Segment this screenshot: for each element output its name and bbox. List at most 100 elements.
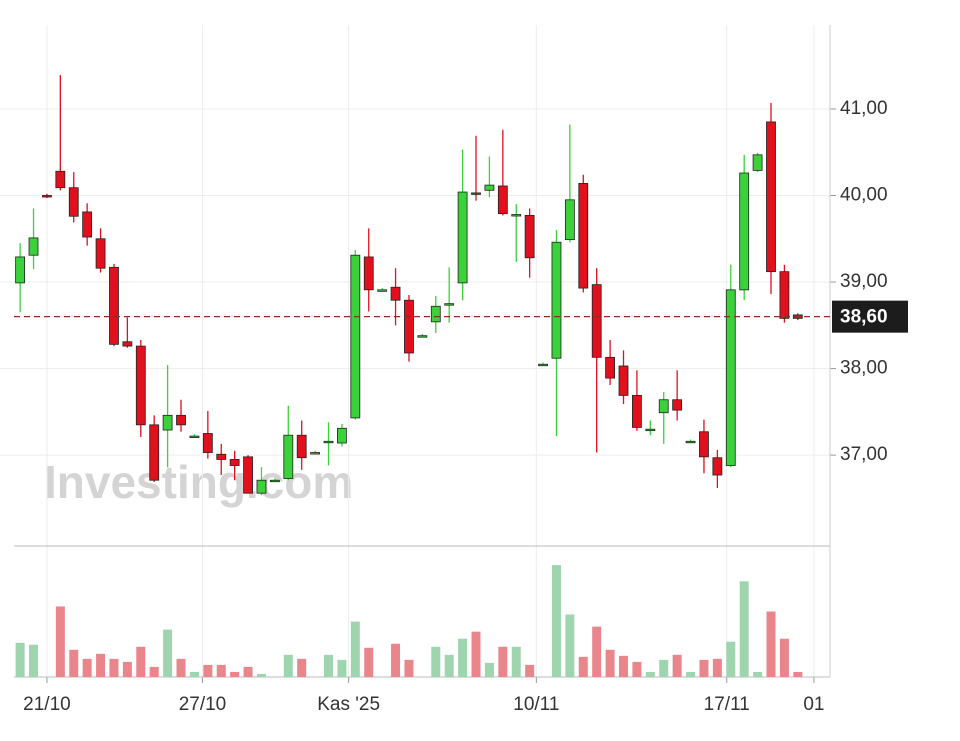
candle-body — [337, 427, 347, 444]
candle-body — [256, 479, 267, 494]
candle-body — [28, 237, 39, 256]
watermark: Investing.com — [44, 456, 353, 508]
candle-body — [229, 459, 240, 466]
x-tick-label: Kas '25 — [317, 694, 380, 715]
volume-bar — [458, 638, 468, 677]
volume-bar — [297, 658, 307, 677]
candle-body — [42, 195, 52, 198]
candle-body — [618, 365, 629, 396]
volume-bar — [404, 659, 414, 677]
volume-bar — [82, 658, 92, 677]
candle-body — [95, 238, 106, 269]
volume-bar — [551, 565, 561, 677]
y-tick-label: 37,00 — [840, 444, 888, 465]
y-tick-label: 38,00 — [840, 358, 888, 379]
candle-body — [122, 341, 133, 347]
volume-bar — [672, 654, 682, 677]
x-tick-label: 01 — [803, 694, 824, 715]
candle-body — [524, 214, 535, 259]
candle-body — [68, 187, 79, 217]
candle-body — [243, 456, 253, 494]
candle-body — [390, 286, 401, 301]
candle-body — [457, 191, 468, 284]
volume-bar — [122, 661, 132, 677]
candle-body — [363, 256, 374, 291]
candle-body — [471, 192, 481, 195]
candle-body — [202, 433, 213, 453]
candle-body — [605, 356, 615, 379]
candle-body — [149, 424, 160, 481]
y-tick-label: 39,00 — [840, 271, 888, 292]
volume-bar — [793, 671, 803, 677]
candle-body — [564, 199, 575, 241]
volume-bar — [256, 673, 266, 677]
candle-body — [685, 440, 696, 444]
y-tick-label: 40,00 — [840, 185, 888, 206]
candle-body — [430, 305, 441, 323]
candle-body — [216, 453, 227, 460]
candle-body — [135, 345, 146, 426]
volume-bar — [726, 641, 736, 677]
candle-body — [511, 214, 522, 217]
candle-body — [323, 440, 334, 444]
candle-body — [658, 399, 669, 414]
volume-bar — [96, 653, 106, 677]
volume-bar — [592, 626, 602, 677]
candle-body — [283, 434, 294, 479]
candle-body — [189, 435, 200, 438]
volume-bar — [176, 658, 186, 677]
candle-body — [55, 170, 66, 189]
volume-bar — [163, 629, 173, 677]
candle-body — [739, 172, 750, 291]
volume-bar — [230, 671, 240, 677]
candle-body — [779, 271, 790, 319]
volume-bar — [525, 664, 535, 677]
volume-bar — [55, 606, 65, 677]
candle-body — [591, 284, 602, 358]
candle-body — [162, 414, 173, 431]
volume-bar — [632, 661, 642, 677]
candle-body — [15, 256, 26, 284]
volume-bar — [511, 646, 521, 677]
volume-bar — [15, 642, 25, 677]
last-price-label: 38,60 — [840, 307, 888, 328]
volume-bar — [753, 671, 763, 677]
candle-body — [752, 154, 763, 171]
candle-body — [766, 121, 776, 273]
volume-bar — [283, 654, 293, 677]
volume-bar — [565, 614, 575, 677]
last-price-box — [832, 300, 908, 333]
volume-bar — [391, 643, 401, 677]
volume-bar — [779, 638, 789, 677]
volume-bar — [203, 664, 213, 677]
candle-body — [712, 457, 723, 476]
volume-bar — [444, 654, 454, 677]
candle-body — [551, 241, 562, 359]
volume-bar — [766, 611, 776, 677]
x-tick-label: 21/10 — [23, 694, 71, 715]
volume-bar — [699, 659, 709, 677]
volume-bar — [498, 646, 508, 677]
volume-bar — [686, 671, 696, 677]
candle-body — [699, 431, 709, 458]
candle-body — [725, 289, 736, 466]
candle-body — [377, 289, 388, 292]
candle-body — [632, 395, 642, 428]
x-tick-label: 10/11 — [513, 694, 559, 715]
volume-bar — [350, 621, 360, 677]
volume-bar — [605, 649, 615, 677]
volume-bar — [29, 644, 39, 677]
volume-bar — [69, 649, 79, 677]
candle-body — [176, 414, 186, 426]
candle-body — [82, 211, 93, 238]
volume-bar — [109, 658, 119, 677]
volume-bar — [431, 646, 441, 677]
candle-body — [444, 303, 455, 306]
volume-bar — [189, 671, 199, 677]
volume-bar — [136, 646, 146, 677]
candle-body — [109, 266, 119, 345]
candle-body — [296, 434, 307, 459]
volume-bar — [619, 655, 629, 677]
